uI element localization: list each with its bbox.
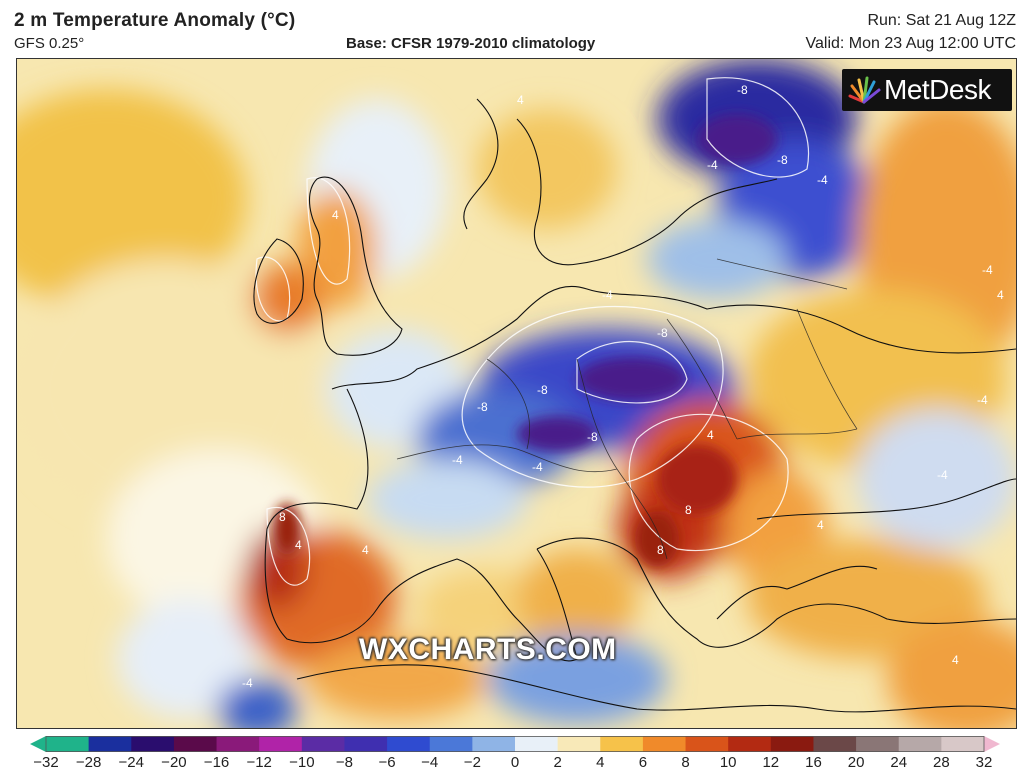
colorbar-tick-label: 4 — [596, 754, 605, 771]
colorbar-segment — [600, 736, 644, 752]
contour-label: 4 — [997, 288, 1004, 302]
contour-label: 4 — [362, 543, 369, 557]
colorbar-segment — [728, 736, 772, 752]
colorbar-tick-label: 0 — [510, 754, 520, 771]
colorbar-segment — [685, 736, 729, 752]
watermark: WXCHARTS.COM — [359, 633, 617, 666]
colorbar-segment — [216, 736, 260, 752]
colorbar-tick-label: 24 — [890, 754, 908, 771]
colorbar-tick-label: −32 — [33, 754, 59, 771]
colorbar-segment — [813, 736, 857, 752]
contour-label: 8 — [279, 510, 286, 524]
colorbar-tick-label: 16 — [805, 754, 822, 771]
colorbar-segment — [642, 736, 687, 752]
colorbar-tick-label: 12 — [762, 754, 780, 771]
colorbar-ticks: −32 −28 −24 −20 −16 −12 −10 −8 −6 −4 −2 0 2 4 6 8 10 12 16… — [0, 754, 1024, 774]
colorbar-tick-label: −12 — [246, 754, 272, 771]
contour-label: -4 — [817, 173, 828, 187]
colorbar-segment — [472, 736, 516, 752]
anomaly-field — [17, 59, 1016, 728]
colorbar-segment — [131, 736, 175, 752]
contour-label: -4 — [452, 453, 463, 467]
model-label: GFS 0.25° — [14, 35, 85, 52]
contour-label: -8 — [587, 430, 598, 444]
borders — [396, 258, 858, 560]
colorbar-segment — [770, 736, 815, 752]
colorbar-tick-label: 10 — [719, 754, 737, 771]
coastlines — [253, 98, 1016, 713]
colorbar-segment — [557, 736, 601, 752]
colorbar-tick-label: −10 — [289, 754, 315, 771]
metdesk-logo: MetDesk — [842, 69, 1012, 111]
colorbar-segment — [387, 736, 431, 752]
contour-label: 4 — [817, 518, 824, 532]
run-label: Run: Sat 21 Aug 12Z — [867, 12, 1016, 29]
chart-title: 2 m Temperature Anomaly (°C) — [14, 10, 296, 31]
valid-label: Valid: Mon 23 Aug 12:00 UTC — [805, 35, 1017, 52]
colorbar-segment — [515, 736, 559, 752]
contour-label: 4 — [952, 653, 959, 667]
colorbar — [30, 736, 1000, 752]
colorbar-tick-label: −6 — [378, 754, 396, 771]
colorbar-segment — [898, 736, 942, 752]
colorbar-tick-label: −24 — [118, 754, 144, 771]
contour-label: 8 — [685, 503, 692, 517]
contour-label: -4 — [977, 393, 988, 407]
colorbar-tick-label: −20 — [161, 754, 187, 771]
colorbar-tick-label: −4 — [421, 754, 439, 771]
colorbar-segment — [856, 736, 900, 752]
contour-label: -4 — [602, 288, 613, 302]
contour-label: 4 — [707, 428, 714, 442]
contour-label: -4 — [532, 460, 543, 474]
colorbar-segment — [46, 736, 90, 752]
contour-label: 4 — [295, 538, 302, 552]
contour-label: -8 — [657, 326, 668, 340]
colorbar-segment — [941, 736, 985, 752]
contour-label: -4 — [982, 263, 993, 277]
contour-label: -8 — [737, 83, 748, 97]
colorbar-tick-label: −28 — [75, 754, 102, 771]
contour-label: -4 — [937, 468, 948, 482]
contour-labels: -8 -8 -8 -4 -4 4 -8 -8 -8 -4 -4 -4 4 4 8… — [242, 83, 1004, 690]
colorbar-segment — [173, 736, 218, 752]
contour-label: -8 — [477, 400, 488, 414]
contour-label: 4 — [517, 93, 524, 107]
colorbar-segment — [88, 736, 132, 752]
colorbar-segment — [344, 736, 388, 752]
colorbar-segment — [301, 736, 346, 752]
contour-lines — [255, 77, 809, 586]
contour-label: -8 — [777, 153, 788, 167]
colorbar-segment — [259, 736, 303, 752]
contour-label: -4 — [242, 676, 253, 690]
colorbar-min-arrow — [30, 736, 46, 752]
contour-label: 8 — [657, 543, 664, 557]
contour-label: -4 — [707, 158, 718, 172]
contour-label: -8 — [537, 383, 548, 397]
colorbar-tick-label: 28 — [933, 754, 950, 771]
colorbar-tick-label: 32 — [975, 754, 993, 771]
colorbar-tick-label: −2 — [463, 754, 481, 771]
map-canvas: -8 -8 -8 -4 -4 4 -8 -8 -8 -4 -4 -4 4 4 8… — [17, 59, 1016, 728]
anomaly-map: -8 -8 -8 -4 -4 4 -8 -8 -8 -4 -4 -4 4 4 8… — [16, 58, 1017, 729]
colorbar-tick-label: −8 — [335, 754, 354, 771]
metdesk-sunburst-icon — [848, 76, 881, 104]
contour-label: 4 — [332, 208, 339, 222]
base-label: Base: CFSR 1979-2010 climatology — [346, 35, 596, 52]
colorbar-tick-label: 2 — [553, 754, 562, 771]
colorbar-tick-label: −16 — [203, 754, 230, 771]
logo-text: MetDesk — [884, 74, 991, 105]
colorbar-tick-label: 6 — [638, 754, 648, 771]
colorbar-tick-label: 8 — [681, 754, 690, 771]
colorbar-max-arrow — [984, 736, 1000, 752]
colorbar-tick-label: 20 — [847, 754, 865, 771]
colorbar-segment — [429, 736, 473, 752]
